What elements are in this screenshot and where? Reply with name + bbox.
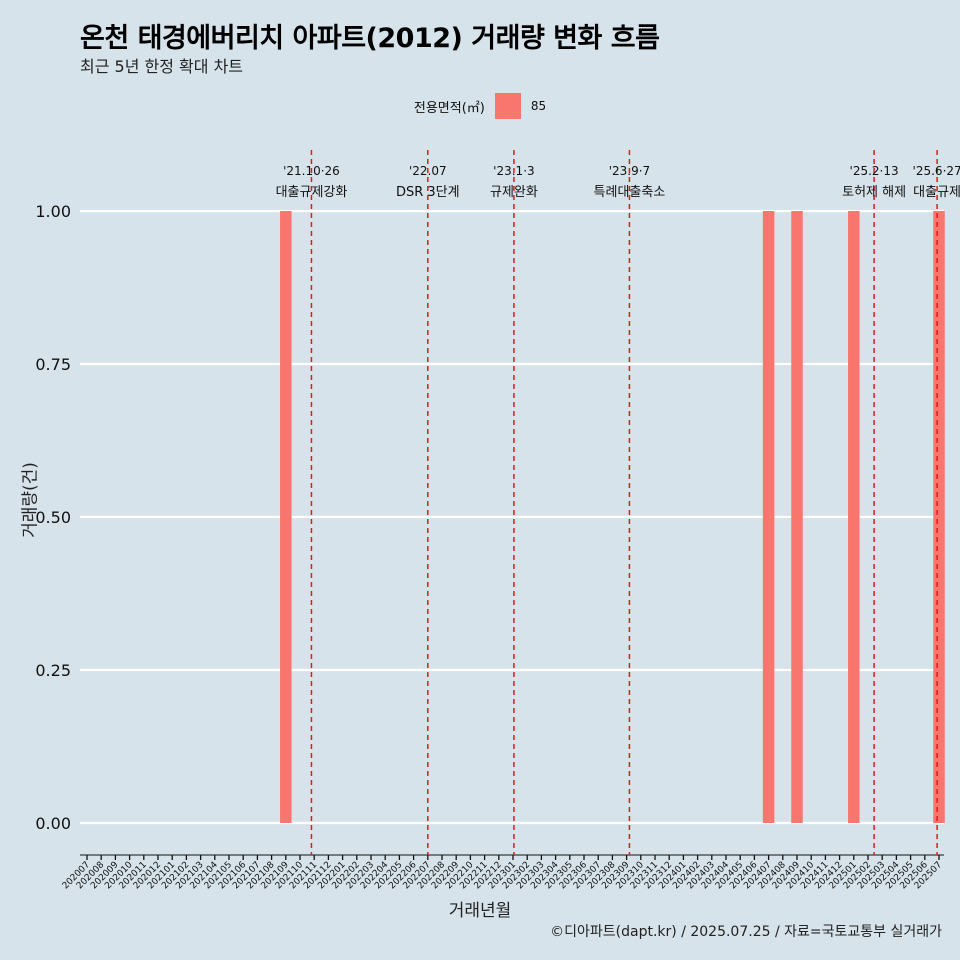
legend-label: 85: [530, 99, 547, 113]
bar: [791, 211, 803, 823]
x-axis-label: 거래년월: [448, 901, 512, 921]
bar: [933, 211, 945, 823]
legend-title: 전용면적(㎡): [413, 100, 485, 116]
event-date-label: '25.6·27: [913, 164, 960, 178]
chart-title: 온천 태경에버리치 아파트(2012) 거래량 변화 흐름: [80, 23, 660, 54]
event-date-label: '23.1·3: [493, 164, 534, 178]
chart-subtitle: 최근 5년 한정 확대 차트: [80, 57, 244, 76]
legend: 전용면적(㎡) 85: [0, 93, 960, 119]
legend-swatch: [494, 93, 521, 119]
event-date-label: '25.2·13: [850, 164, 899, 178]
event-date-label: '21.10·26: [283, 164, 340, 178]
y-tick-label: 0.75: [35, 355, 71, 374]
event-label: 대출규제강화: [276, 185, 348, 200]
event-label: 규제완화: [490, 185, 538, 200]
y-tick-label: 0.25: [35, 661, 71, 680]
y-tick-label: 1.00: [35, 202, 71, 221]
bar: [848, 211, 860, 823]
source-caption: ©디아파트(dapt.kr) / 2025.07.25 / 자료=국토교통부 실…: [550, 924, 942, 940]
event-label: 대출규제: [913, 185, 960, 200]
event-label: 토허제 해제: [842, 185, 906, 200]
event-date-label: '23.9·7: [609, 164, 650, 178]
event-date-label: '22.07: [409, 164, 447, 178]
y-tick-label: 0.50: [35, 508, 71, 527]
event-label: DSR 3단계: [396, 185, 460, 200]
y-axis-label: 거래량(건): [20, 462, 41, 538]
y-tick-label: 0.00: [35, 814, 71, 833]
event-label: 특례대출축소: [594, 185, 666, 200]
bar: [762, 211, 775, 823]
bar: [280, 211, 292, 823]
